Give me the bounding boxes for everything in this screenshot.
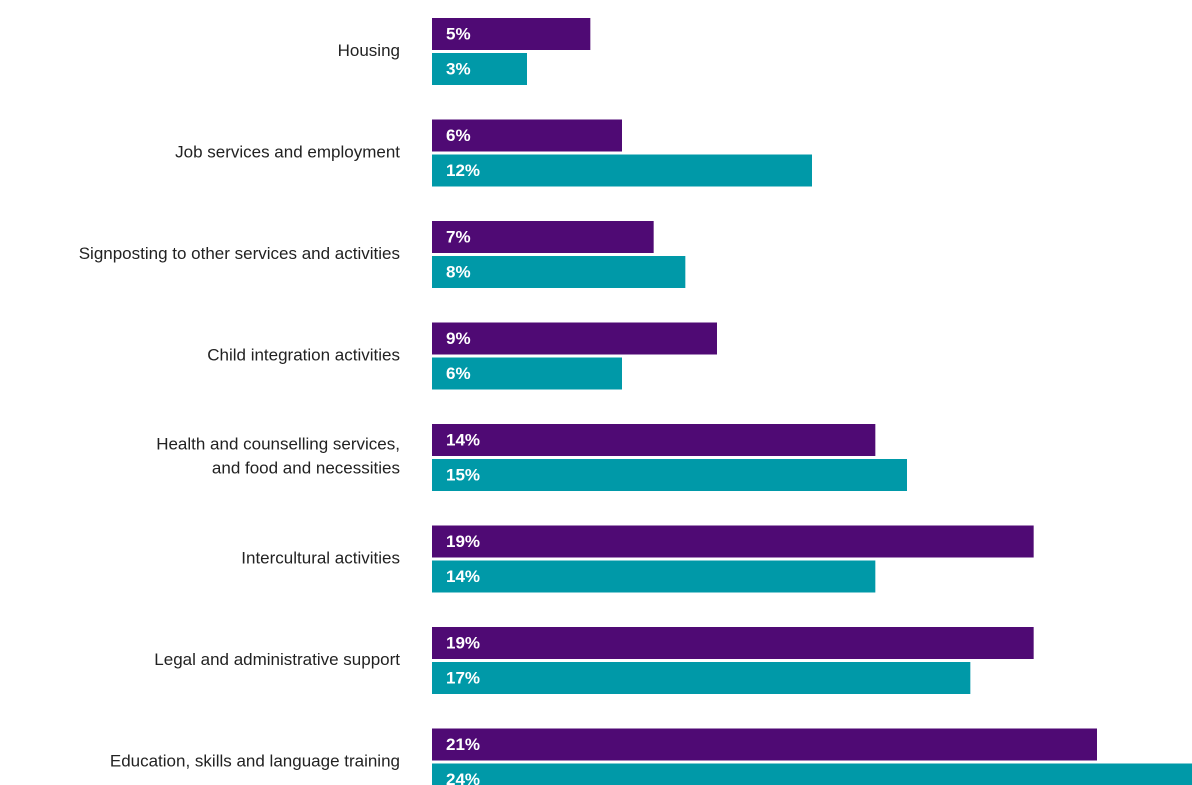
value-label: 5% [446,24,471,43]
value-label: 7% [446,227,471,246]
bar [432,560,876,593]
category-label: Child integration activities [207,345,400,364]
value-label: 24% [446,770,480,785]
bar [432,18,591,50]
value-label: 9% [446,329,471,348]
bar [432,459,907,491]
bar [432,322,717,355]
bar [432,357,622,390]
category-label: Job services and employment [175,142,400,161]
value-label: 6% [446,364,471,383]
bar [432,154,812,187]
bar [432,627,1034,659]
bar [432,763,1192,785]
category-label: Intercultural activities [241,548,400,567]
category-label: Legal and administrative support [154,650,400,669]
bar [432,525,1034,558]
bar [432,662,971,694]
bar [432,728,1097,761]
value-label: 12% [446,161,480,180]
value-label: 19% [446,532,480,551]
bar [432,256,686,288]
category-label: Health and counselling services, and food… [156,435,400,478]
value-label: 6% [446,126,471,145]
bar [432,53,527,85]
bar [432,119,622,152]
value-label: 17% [446,668,480,687]
value-label: 14% [446,430,480,449]
value-label: 15% [446,465,480,484]
bar [432,221,654,253]
value-label: 21% [446,735,480,754]
value-label: 19% [446,633,480,652]
category-label: Housing [338,41,400,60]
value-label: 14% [446,567,480,586]
category-label: Education, skills and language training [110,751,400,770]
value-label: 3% [446,59,471,78]
bar [432,424,876,456]
value-label: 8% [446,262,471,281]
category-label: Signposting to other services and activi… [79,244,400,263]
